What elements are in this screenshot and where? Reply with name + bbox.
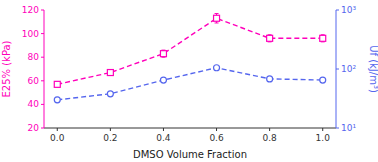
y2-tick-label: 10²: [341, 64, 356, 74]
y-tick: [41, 104, 44, 105]
data-point: [107, 91, 113, 97]
y-tick: [41, 10, 44, 11]
y-axis-label: E25% (kPa): [1, 40, 12, 97]
error-bar: [268, 35, 272, 42]
y-tick: [41, 57, 44, 58]
x-tick: [216, 128, 217, 131]
x-tick-label: 0.4: [156, 133, 171, 143]
y2-tick-label: 10¹: [341, 123, 356, 133]
y2-tick-label: 10³: [341, 5, 356, 15]
y-tick-label: 20: [28, 123, 40, 133]
y-tick-label: 60: [28, 76, 40, 86]
x-tick: [322, 128, 323, 131]
data-point: [107, 70, 113, 76]
y-tick-label: 100: [22, 29, 39, 39]
y-axis-line: [44, 10, 45, 128]
x-tick-label: 0.2: [103, 133, 117, 143]
data-point: [214, 65, 220, 71]
y-tick-label: 120: [22, 5, 39, 15]
data-point: [320, 77, 326, 83]
y-tick-label: 80: [28, 52, 40, 62]
data-point: [320, 35, 326, 41]
x-tick: [269, 128, 270, 131]
x-axis-label: DMSO Volume Fraction: [133, 149, 247, 160]
data-point: [54, 97, 60, 103]
x-tick-label: 0.6: [209, 133, 224, 143]
error-bar: [321, 35, 325, 42]
y2-tick: [336, 69, 339, 70]
y-tick: [41, 33, 44, 34]
error-bar: [55, 97, 59, 102]
error-bar: [55, 82, 59, 87]
error-bar: [108, 70, 112, 75]
x-tick-label: 0.0: [50, 133, 65, 143]
data-point: [54, 81, 60, 87]
x-tick: [110, 128, 111, 131]
data-point: [160, 77, 166, 83]
data-point: [267, 35, 273, 41]
x-axis-line: [44, 128, 336, 129]
y2-tick: [336, 128, 339, 129]
y2-axis-label: Uf (kJ/m³): [368, 45, 378, 93]
error-bar: [161, 50, 165, 57]
y-tick: [41, 128, 44, 129]
series-line: [57, 18, 322, 84]
y-tick-label: 40: [28, 99, 40, 109]
data-point: [214, 15, 220, 21]
series-line: [57, 68, 322, 100]
chart: 0.0 0.2 0.4 0.6 0.8 1.0 DMSO Volume Fraction 20…: [0, 0, 378, 162]
x-tick: [163, 128, 164, 131]
y-tick: [41, 80, 44, 81]
x-tick-label: 1.0: [316, 133, 331, 143]
plot-area: [54, 14, 325, 103]
x-tick: [57, 128, 58, 131]
x-tick-label: 0.8: [262, 133, 277, 143]
data-point: [160, 51, 166, 57]
data-point: [267, 76, 273, 82]
y2-tick: [336, 10, 339, 11]
error-bar: [215, 14, 219, 23]
